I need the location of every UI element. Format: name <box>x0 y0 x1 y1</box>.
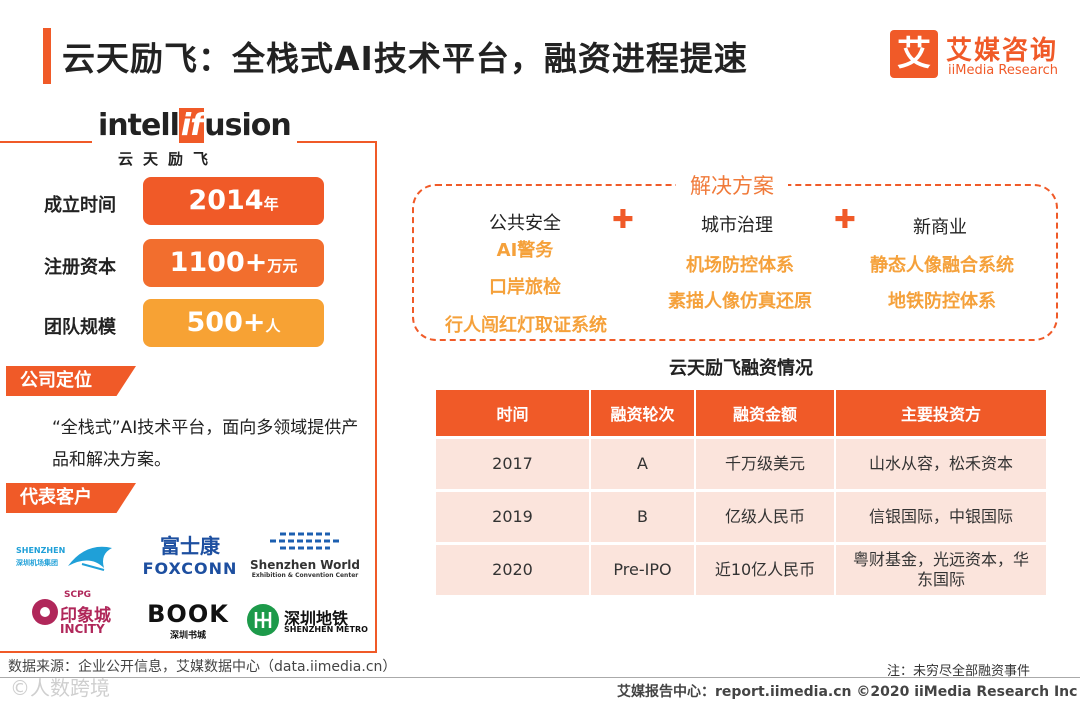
footnote: 注：未穷尽全部融资事件 <box>887 664 1031 679</box>
solution-item: 机场防控体系 <box>686 255 794 276</box>
plus-icon: ✚ <box>834 205 856 235</box>
solution-item: 口岸旅检 <box>489 277 561 298</box>
client-logo-foxconn: 富士康 FOXCONN <box>142 534 238 578</box>
client-logo-book: BOOK 深圳书城 <box>147 600 229 641</box>
table-row: 2017 A 千万级美元 山水从容，松禾资本 <box>436 439 1046 489</box>
airport-wing-icon <box>68 546 112 571</box>
iimedia-logo-icon: 艾 <box>890 30 938 78</box>
table-cell: 粤财基金，光远资本，华东国际 <box>836 545 1046 595</box>
table-cell: 2017 <box>436 439 591 489</box>
title-accent-bar <box>43 28 51 84</box>
financing-table-title: 云天励飞融资情况 <box>669 358 813 379</box>
solution-head-public-safety: 公共安全 <box>489 213 561 234</box>
table-header-row: 时间 融资轮次 融资金额 主要投资方 <box>436 390 1046 436</box>
financing-table: 时间 融资轮次 融资金额 主要投资方 2017 A 千万级美元 山水从容，松禾资… <box>436 387 1046 598</box>
table-cell: 千万级美元 <box>696 439 836 489</box>
footer-report-center: 艾媒报告中心：report.iimedia.cn ©2020 iiMedia R… <box>617 684 1078 700</box>
stat-label-team: 团队规模 <box>44 317 116 338</box>
incity-flower-icon <box>32 599 58 625</box>
data-source: 数据来源：企业公开信息，艾媒数据中心（data.iimedia.cn） <box>8 659 397 675</box>
stat-label-capital: 注册资本 <box>44 257 116 278</box>
table-cell: 2020 <box>436 545 591 595</box>
logo-en-text: iiMedia Research <box>948 63 1059 78</box>
table-cell: 近10亿人民币 <box>696 545 836 595</box>
wave-lines-icon <box>270 532 340 550</box>
plus-icon: ✚ <box>612 205 634 235</box>
positioning-tag: 公司定位 <box>6 366 136 396</box>
solution-head-city-governance: 城市治理 <box>701 215 773 236</box>
watermark: ©人数跨境 <box>10 676 110 700</box>
client-logo-shenzhen-airport: SHENZHEN 深圳机场集团 <box>16 540 126 576</box>
footer-divider <box>0 677 1080 678</box>
table-cell: B <box>591 492 696 542</box>
table-cell: A <box>591 439 696 489</box>
page-title: 云天励飞：全栈式AI技术平台，融资进程提速 <box>62 39 748 78</box>
stat-value-capital: 1100+万元 <box>143 239 324 287</box>
column-header: 时间 <box>436 390 591 436</box>
stat-label-founded: 成立时间 <box>44 195 116 216</box>
company-profile-panel <box>0 141 377 653</box>
table-row: 2020 Pre-IPO 近10亿人民币 粤财基金，光远资本，华东国际 <box>436 545 1046 595</box>
clients-tag: 代表客户 <box>6 483 136 513</box>
stat-value-team: 500+人 <box>143 299 324 347</box>
column-header: 融资金额 <box>696 390 836 436</box>
solution-item: AI警务 <box>496 240 554 261</box>
brand-logo: intellifusion <box>92 108 297 143</box>
solutions-title: 解决方案 <box>676 170 788 200</box>
table-row: 2019 B 亿级人民币 信银国际，中银国际 <box>436 492 1046 542</box>
column-header: 主要投资方 <box>836 390 1046 436</box>
table-cell: 2019 <box>436 492 591 542</box>
table-cell: 信银国际，中银国际 <box>836 492 1046 542</box>
table-cell: 亿级人民币 <box>696 492 836 542</box>
solution-item: 素描人像仿真还原 <box>668 291 812 312</box>
client-logo-shenzhen-world: Shenzhen World Exhibition & Convention C… <box>250 530 360 579</box>
brand-cn-name: 云天励飞 <box>118 150 219 168</box>
solution-item: 静态人像融合系统 <box>870 255 1014 276</box>
positioning-text: “全栈式”AI技术平台，面向多领域提供产品和解决方案。 <box>52 418 359 470</box>
table-cell: Pre-IPO <box>591 545 696 595</box>
metro-logo-icon <box>247 604 279 636</box>
logo-cn-text: 艾媒咨询 <box>946 36 1059 66</box>
solution-item: 地铁防控体系 <box>888 291 996 312</box>
solution-head-new-retail: 新商业 <box>913 217 967 238</box>
stat-value-founded: 2014年 <box>143 177 324 225</box>
column-header: 融资轮次 <box>591 390 696 436</box>
table-cell: 山水从容，松禾资本 <box>836 439 1046 489</box>
solution-item: 行人闯红灯取证系统 <box>445 315 607 336</box>
